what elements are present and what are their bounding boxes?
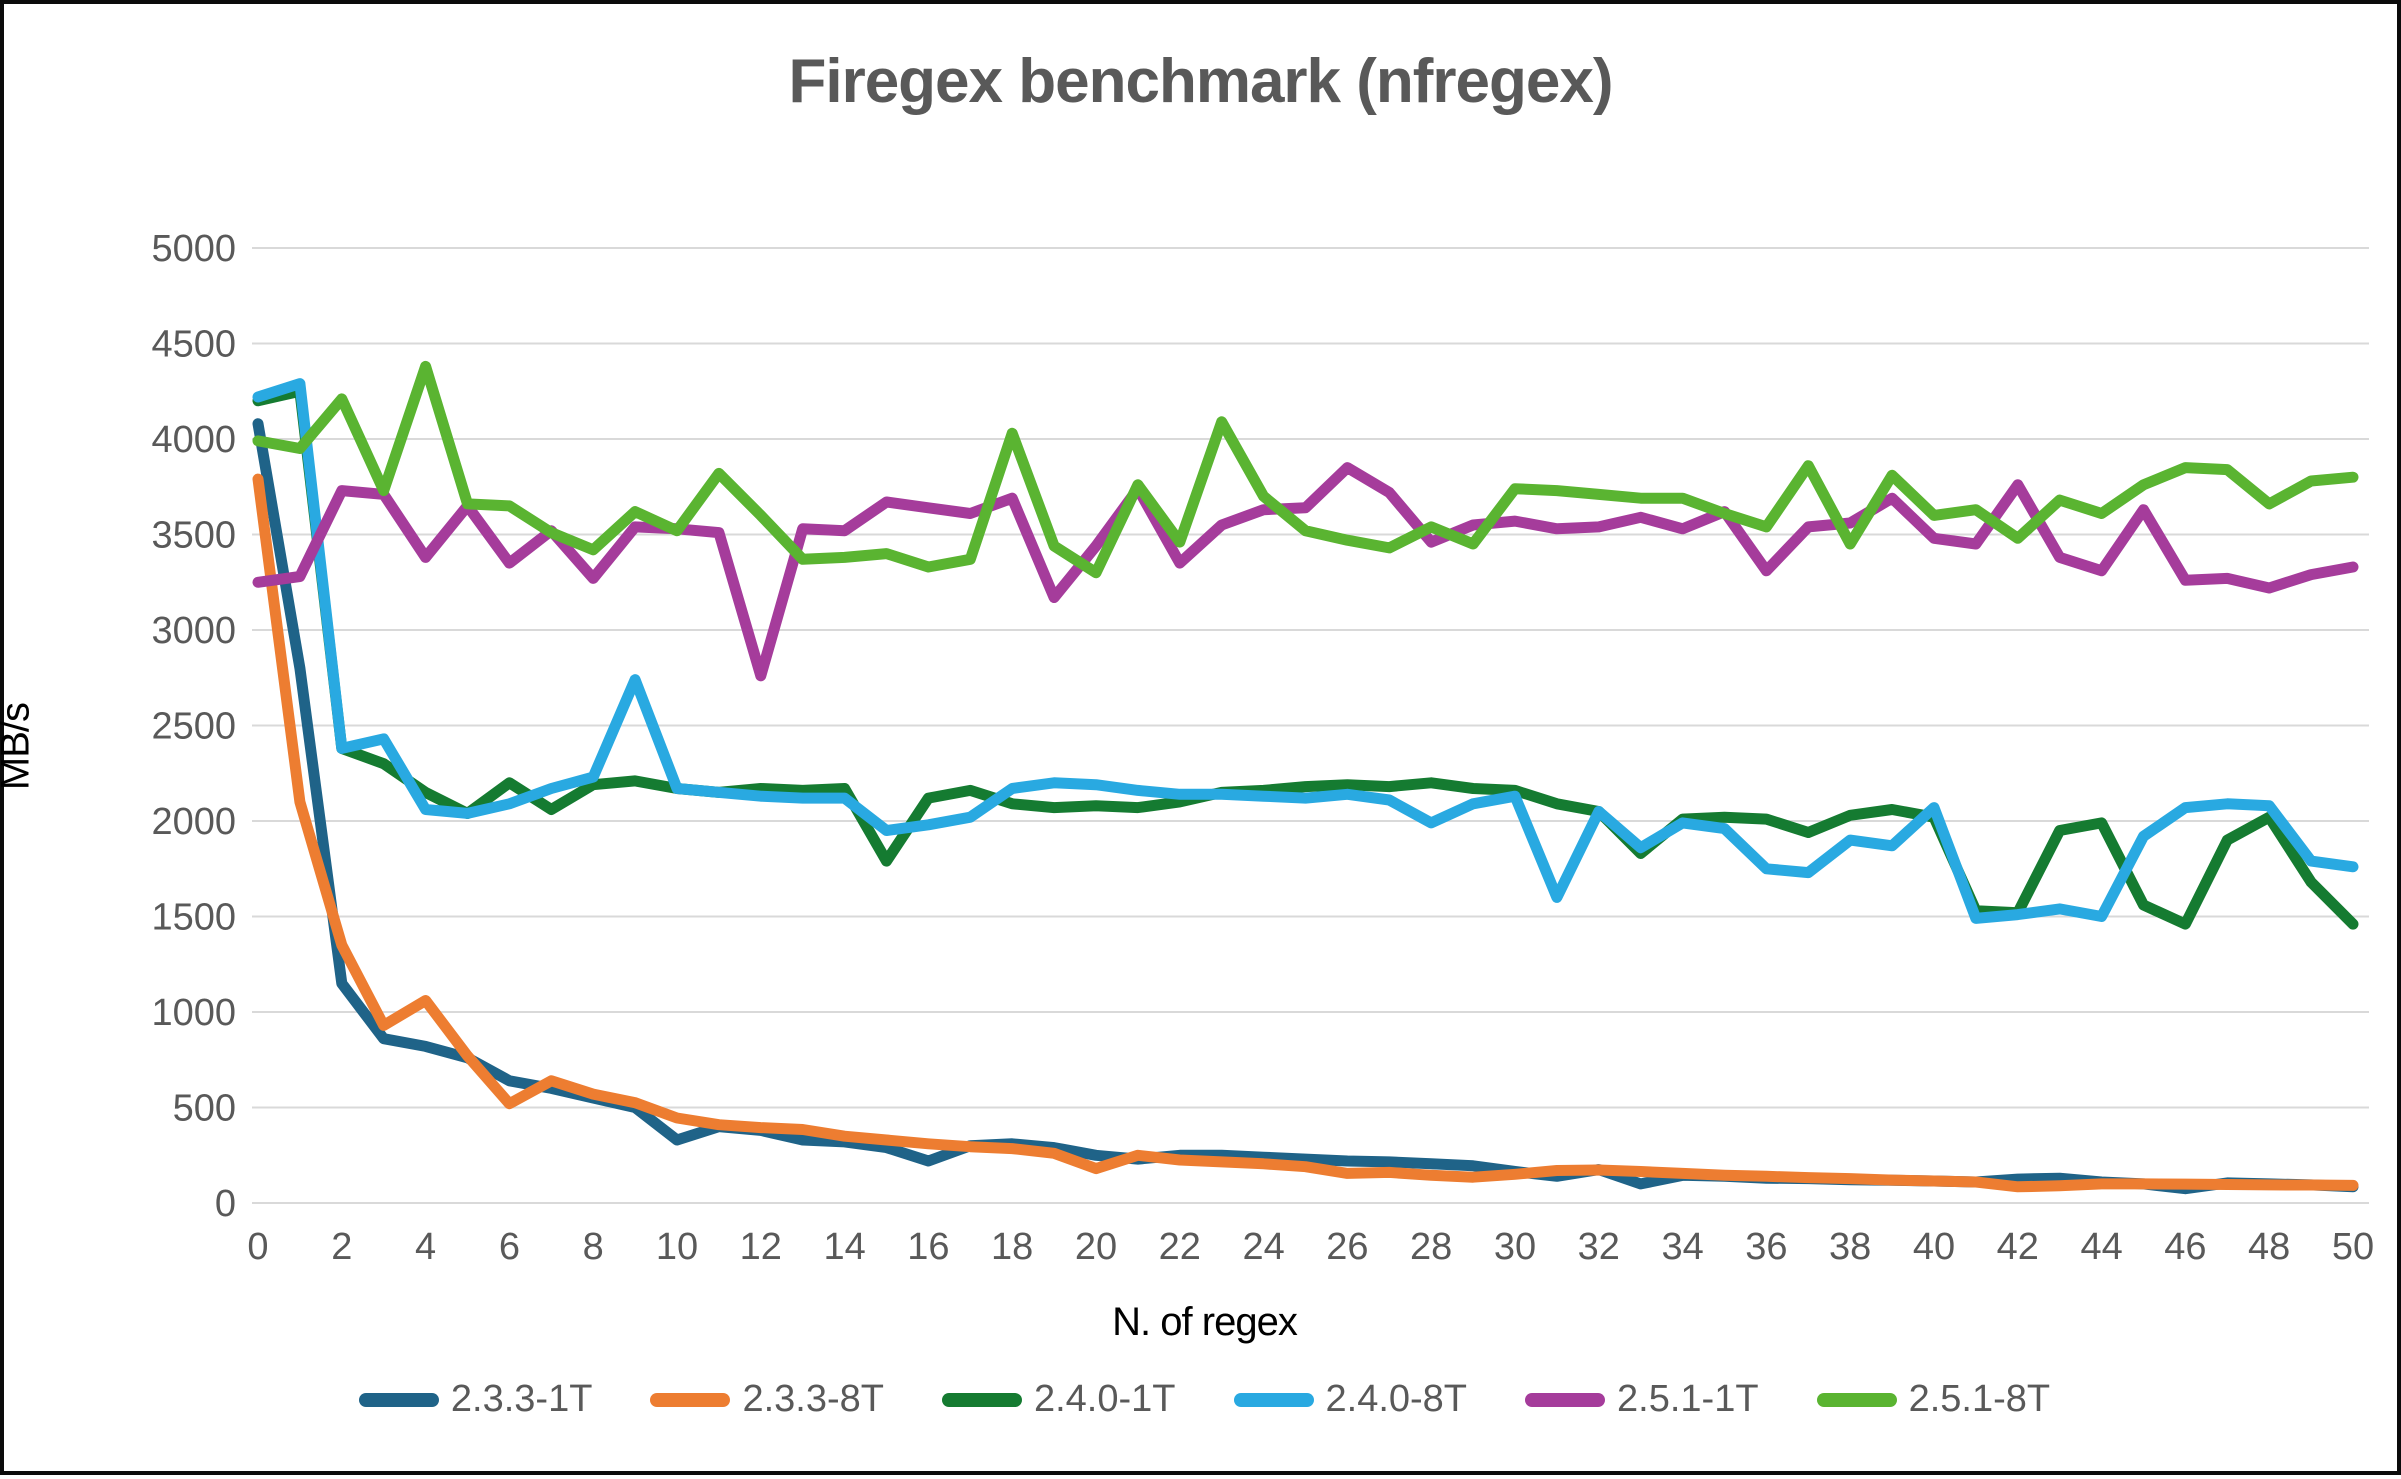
legend-label: 2.3.3-8T: [742, 1378, 884, 1420]
x-tick-label: 6: [499, 1226, 520, 1268]
chart-title: Firegex benchmark (nfregex): [788, 47, 1613, 116]
x-tick-label: 24: [1242, 1226, 1284, 1268]
x-tick-label: 38: [1829, 1226, 1871, 1268]
legend-label: 2.4.0-8T: [1325, 1378, 1468, 1420]
y-tick-label: 5000: [151, 228, 236, 270]
y-tick-label: 1500: [151, 897, 236, 939]
x-tick-label: 30: [1494, 1226, 1536, 1268]
x-tick-label: 28: [1410, 1226, 1452, 1268]
legend-label: 2.5.1-1T: [1617, 1378, 1759, 1420]
legend-item-2.4.0-1T: 2.4.0-1T: [941, 1378, 1176, 1421]
x-tick-label: 44: [2080, 1226, 2122, 1268]
x-tick-label: 2: [331, 1226, 352, 1268]
series-line-2.5.1-1T: [252, 462, 2359, 682]
x-tick-label: 48: [2248, 1226, 2290, 1268]
x-tick-label: 10: [656, 1226, 698, 1268]
y-tick-label: 3500: [151, 515, 236, 557]
legend-swatch: [650, 1392, 731, 1407]
x-tick-label: 32: [1578, 1226, 1620, 1268]
y-tick-label: 2500: [151, 706, 236, 748]
y-tick-label: 4000: [151, 419, 236, 461]
x-tick-label: 40: [1913, 1226, 1955, 1268]
x-tick-label: 20: [1075, 1226, 1117, 1268]
x-tick-label: 16: [907, 1226, 949, 1268]
x-tick-label: 34: [1661, 1226, 1703, 1268]
x-tick-label: 42: [1997, 1226, 2039, 1268]
legend-item-2.3.3-8T: 2.3.3-8T: [650, 1378, 884, 1421]
x-tick-label: 12: [740, 1226, 782, 1268]
legend-item-2.3.3-1T: 2.3.3-1T: [358, 1378, 593, 1421]
series-line-2.4.0-8T: [252, 378, 2359, 924]
x-tick-label: 8: [583, 1226, 604, 1268]
legend-label: 2.4.0-1T: [1033, 1378, 1176, 1420]
line-chart: 0500100015002000250030003500400045005000…: [151, 228, 2374, 1268]
legend-swatch: [1525, 1392, 1606, 1407]
legend-swatch: [941, 1392, 1022, 1407]
legend-swatch: [1816, 1392, 1897, 1407]
y-tick-label: 2000: [151, 801, 236, 843]
y-tick-label: 1000: [151, 992, 236, 1034]
series-line-2.4.0-1T: [252, 385, 2359, 930]
legend-swatch: [358, 1392, 439, 1407]
y-tick-label: 0: [215, 1183, 236, 1225]
legend-item-2.5.1-1T: 2.5.1-1T: [1525, 1378, 1759, 1421]
x-tick-label: 36: [1745, 1226, 1787, 1268]
y-axis-title: MB/s: [0, 702, 38, 791]
y-tick-label: 4500: [151, 324, 236, 366]
x-tick-label: 14: [823, 1226, 865, 1268]
x-tick-label: 26: [1326, 1226, 1368, 1268]
x-axis-title: N. of regex: [1112, 1300, 1298, 1344]
chart-legend: 2.3.3-1T 2.3.3-8T 2.4.0-1T 2.4.0-8T 2.5.1-1T…: [4, 1378, 2401, 1421]
legend-swatch: [1233, 1392, 1314, 1407]
legend-label: 2.5.1-8T: [1908, 1378, 2051, 1420]
legend-label: 2.3.3-1T: [450, 1378, 593, 1420]
x-tick-label: 50: [2332, 1226, 2374, 1268]
y-tick-label: 3000: [151, 610, 236, 652]
x-tick-label: 18: [991, 1226, 1033, 1268]
legend-item-2.5.1-8T: 2.5.1-8T: [1816, 1378, 2051, 1421]
series-line-2.5.1-8T: [252, 360, 2359, 579]
y-tick-label: 500: [173, 1088, 236, 1130]
x-tick-label: 4: [415, 1226, 436, 1268]
x-tick-label: 46: [2164, 1226, 2206, 1268]
x-tick-label: 22: [1159, 1226, 1201, 1268]
series-line-2.3.3-8T: [252, 473, 2359, 1193]
legend-item-2.4.0-8T: 2.4.0-8T: [1233, 1378, 1468, 1421]
x-tick-label: 0: [247, 1226, 268, 1268]
